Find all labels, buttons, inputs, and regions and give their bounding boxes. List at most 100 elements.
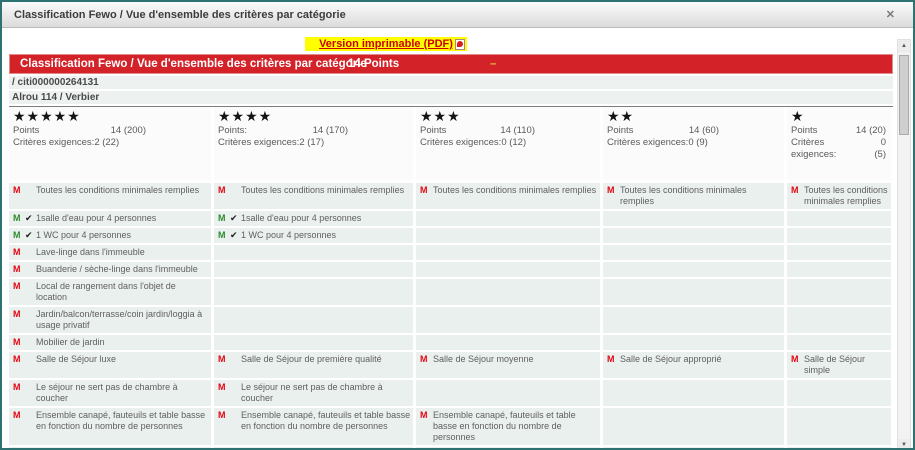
criteria-text: Toutes les conditions minimales remplies [433,185,597,195]
criteria-requirements-line: Critères exigences: 0 (5) [791,137,888,161]
points-line: Points 14 (200) [13,125,208,137]
banner-title: Classification Fewo / Vue d'ensemble des… [20,58,367,70]
criteria-text: 1salle d'eau pour 4 personnes [36,213,157,223]
criteria-text: Lave-linge dans l'immeuble [36,247,145,257]
criteria-cell: M Salle de Séjour moyenne [416,352,600,378]
criteria-cell: M Le séjour ne sert pas de chambre à couc… [9,380,211,406]
criteria-text: Salle de Séjour simple [804,354,866,375]
empty-cell [787,279,891,305]
mandatory-marker: M [13,410,21,420]
stars-rating: ★★★★★ [13,108,81,124]
criteria-cell: M ✔ 1 WC pour 4 personnes [9,228,211,243]
mandatory-marker: M [218,382,226,392]
criteria-text: Local de rangement dans l'objet de locat… [36,281,176,302]
criteria-text: Ensemble canapé, fauteuils et table bass… [433,410,576,442]
category-column-header: ★★★ Points 14 (110) Critères exigences:0 (1… [416,107,600,180]
mandatory-marker: M [13,281,21,291]
criteria-requirements-line: Critères exigences:2 (17) [218,137,410,149]
criteria-cell: MAccès Internet [416,447,600,448]
stars-rating: ★★ [607,108,635,124]
criteria-cell: M Salle de Séjour simple [787,352,891,378]
points-label: Points [13,125,40,136]
check-icon: ✔ [25,230,33,240]
empty-cell [787,408,891,445]
criteria-value: 2 (22) [94,137,120,148]
criteria-cell: M Lave-linge dans l'immeuble [9,245,211,260]
mandatory-marker: M [420,185,428,195]
criteria-cell: M Salle de Séjour approprié [603,352,784,378]
points-value: 14 (60) [688,125,719,136]
empty-cell [603,307,784,333]
criteria-cell: MAccès Internet [9,447,211,448]
points-value: 14 (110) [500,125,535,136]
criteria-label: Critères exigences: [607,137,689,148]
criteria-text: Le séjour ne sert pas de chambre à couch… [36,382,178,403]
criteria-cell: M Ensemble canapé, fauteuils et table bas… [214,408,413,445]
criteria-text: Toutes les conditions minimales remplies [804,185,888,206]
collapse-dash[interactable]: – [490,58,497,70]
points-label: Points [420,125,447,136]
points-line: Points: 14 (170) [218,125,410,137]
criteria-cell: M Jardin/balcon/terrasse/coin jardin/logg… [9,307,211,333]
empty-cell [416,211,600,226]
empty-cell [787,335,891,350]
mandatory-marker: M [218,410,226,420]
empty-cell [603,408,784,445]
printable-version-label: Version imprimable (PDF) [319,38,453,50]
category-banner: Classification Fewo / Vue d'ensemble des… [9,54,893,74]
criteria-text: 1 WC pour 4 personnes [241,230,337,240]
object-name: Alrou 114 / Verbier [12,92,100,103]
check-icon: ✔ [230,213,238,223]
criteria-value: 0 (5) [874,137,886,160]
mandatory-marker: M [420,410,428,420]
points-value: 14 (170) [312,125,348,136]
empty-cell [603,245,784,260]
object-id: / citi000000264131 [12,77,99,88]
empty-cell [787,245,891,260]
criteria-requirements-line: Critères exigences:0 (12) [420,137,597,149]
object-name-row: Alrou 114 / Verbier [9,91,893,104]
criteria-text: Buanderie / sèche-linge dans l'immeuble [36,264,198,274]
stars-rating: ★★★★ [218,108,273,124]
mandatory-marker: M [13,382,21,392]
criteria-cell: M Local de rangement dans l'objet de loca… [9,279,211,305]
stars-rating: ★ [791,108,805,124]
object-id-row: / citi000000264131 [9,76,893,89]
points-label: Points: [218,125,248,136]
scroll-down-button[interactable]: ▼ [898,439,910,448]
vertical-scrollbar[interactable]: ▲ ▼ [897,39,911,448]
mandatory-marker: M [791,354,799,364]
check-icon: ✔ [25,213,33,223]
criteria-text: Ensemble canapé, fauteuils et table bass… [241,410,411,431]
printable-version-link[interactable]: Version imprimable (PDF) [305,37,467,51]
close-icon[interactable]: ✕ [885,9,895,21]
category-column-header: ★ Points 14 (20) Critères exigences: 0 (5) [787,107,891,180]
criteria-requirements-line: Critères exigences:0 (9) [607,137,781,149]
criteria-cell: M Toutes les conditions minimales remplie… [416,183,600,209]
criteria-cell: M Ensemble canapé, fauteuils et table bas… [416,408,600,445]
criteria-cell: M ✔ 1salle d'eau pour 4 personnes [9,211,211,226]
mandatory-met-marker: M [218,213,226,223]
category-column-header: ★★★★★ Points 14 (200) Critères exigences:2 … [9,107,211,180]
scrollbar-thumb[interactable] [899,55,909,135]
empty-cell [603,380,784,406]
pdf-icon [454,38,465,50]
empty-cell [416,380,600,406]
criteria-text: Mobilier de jardin [36,337,105,347]
empty-cell [214,245,413,260]
empty-cell [787,211,891,226]
empty-cell [603,279,784,305]
criteria-cell: M Toutes les conditions minimales remplie… [787,183,891,209]
scroll-up-button[interactable]: ▲ [898,40,910,52]
points-value: 14 (200) [110,125,146,136]
mandatory-marker: M [218,354,226,364]
empty-cell [787,262,891,277]
points-label: Points [607,125,634,136]
empty-cell [214,335,413,350]
empty-cell [416,262,600,277]
empty-cell [214,279,413,305]
criteria-text: Jardin/balcon/terrasse/coin jardin/loggi… [36,309,203,330]
criteria-text: 1 WC pour 4 personnes [36,230,132,240]
criteria-cell: M ✔ 1salle d'eau pour 4 personnes [214,211,413,226]
